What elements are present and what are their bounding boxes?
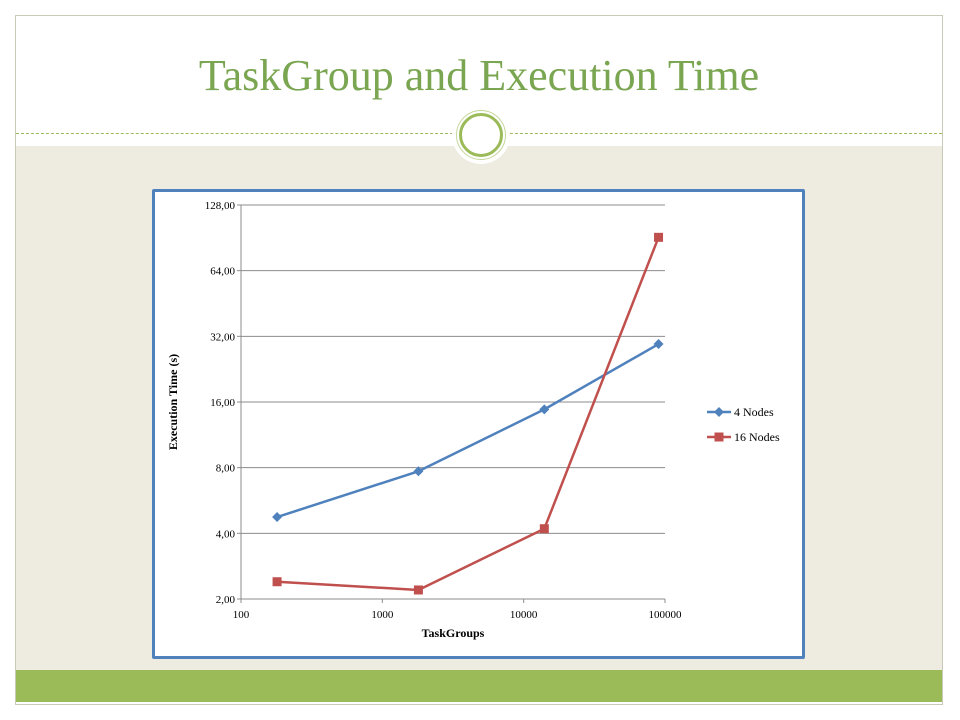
- data-point: [413, 585, 423, 595]
- grid-lines: [240, 204, 665, 600]
- series-line: [276, 342, 660, 519]
- data-point: [539, 404, 550, 415]
- data-point: [539, 524, 549, 534]
- y-tick-label: 64,00: [210, 266, 235, 278]
- data-point: [653, 339, 664, 350]
- x-tick-label: 100: [233, 609, 250, 621]
- legend-marker: [714, 407, 724, 417]
- legend-label: 16 Nodes: [734, 430, 780, 444]
- y-tick-label: 2,00: [216, 594, 236, 606]
- y-tick-label: 32,00: [210, 331, 235, 343]
- y-tick-label: 8,00: [216, 463, 236, 475]
- ring-inner: [459, 113, 503, 157]
- y-tick-label: 16,00: [210, 397, 235, 409]
- chart-container[interactable]: 2,00 4,00 8,00 16,00 32,00 64,00 128,00 100 100…: [152, 189, 805, 659]
- legend-label: 4 Nodes: [734, 405, 774, 419]
- slide-title: TaskGroup and Execution Time: [198, 51, 760, 100]
- x-tick-label: 1000: [371, 609, 394, 621]
- y-tick-label: 4,00: [216, 528, 236, 540]
- footer-bar: [16, 670, 942, 702]
- ring-outer: [456, 110, 506, 160]
- circle-ornament-icon: [452, 106, 510, 164]
- slide-frame: [15, 15, 943, 705]
- x-axis-title: TaskGroups: [422, 626, 485, 640]
- x-tick-label: 100000: [649, 609, 683, 621]
- data-point: [413, 466, 424, 477]
- legend: 4 Nodes 16 Nodes: [707, 405, 780, 444]
- y-axis-ticks: 2,00 4,00 8,00 16,00 32,00 64,00 128,00: [205, 200, 241, 606]
- x-axis-ticks: 100 1000 10000 100000: [233, 599, 682, 621]
- legend-marker: [714, 432, 724, 442]
- data-point: [272, 512, 283, 523]
- series-group: [272, 232, 664, 595]
- data-point: [272, 577, 282, 587]
- x-tick-label: 10000: [510, 609, 538, 621]
- data-point: [654, 232, 664, 242]
- series-line: [277, 236, 660, 592]
- y-tick-label: 128,00: [205, 200, 236, 212]
- y-axis-title: Execution Time (s): [166, 354, 180, 450]
